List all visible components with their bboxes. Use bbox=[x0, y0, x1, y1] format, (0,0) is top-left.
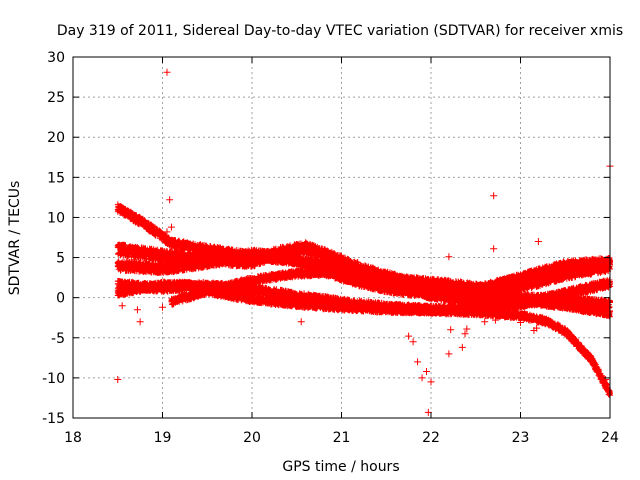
outlier-point bbox=[133, 306, 141, 314]
y-tick-label: -15 bbox=[42, 411, 65, 427]
outlier-point bbox=[463, 325, 471, 333]
outlier-point bbox=[491, 316, 499, 324]
outlier-point bbox=[461, 330, 469, 338]
outlier-point bbox=[427, 378, 435, 386]
outlier-point bbox=[167, 223, 175, 231]
outlier-point bbox=[418, 374, 426, 382]
x-tick-labels: 18 19 20 21 22 23 24 bbox=[64, 430, 619, 446]
x-tick-label: 22 bbox=[422, 430, 440, 446]
y-tick-label: 10 bbox=[47, 210, 65, 226]
x-axis-label: GPS time / hours bbox=[282, 459, 399, 475]
outlier-point bbox=[166, 196, 174, 204]
y-tick-label: -10 bbox=[42, 371, 65, 387]
outlier-point bbox=[335, 254, 343, 262]
data-band-markers bbox=[168, 265, 613, 320]
outlier-point bbox=[445, 253, 453, 261]
chart-title: Day 319 of 2011, Sidereal Day-to-day VTE… bbox=[57, 23, 623, 39]
x-tick-label: 20 bbox=[243, 430, 261, 446]
outlier-point bbox=[533, 324, 541, 332]
outlier-point bbox=[114, 375, 122, 383]
outlier-point bbox=[490, 245, 498, 253]
outlier-point bbox=[423, 367, 431, 375]
axis-ticks bbox=[72, 56, 611, 419]
outlier-point bbox=[517, 319, 524, 327]
outlier-point bbox=[163, 68, 171, 76]
outlier-point bbox=[602, 375, 610, 383]
x-tick-label: 21 bbox=[333, 430, 351, 446]
grid-lines bbox=[73, 57, 610, 418]
y-tick-label: 25 bbox=[47, 90, 65, 106]
y-tick-label: -5 bbox=[51, 331, 65, 347]
outlier-point bbox=[447, 326, 455, 334]
outlier-point bbox=[409, 338, 417, 346]
outlier-point bbox=[481, 318, 489, 326]
y-axis-label: SDTVAR / TECUs bbox=[7, 181, 23, 296]
x-tick-label: 24 bbox=[601, 430, 619, 446]
y-tick-label: 5 bbox=[56, 251, 65, 267]
outlier-point bbox=[458, 343, 466, 351]
x-tick-label: 23 bbox=[512, 430, 530, 446]
outlier-point bbox=[405, 332, 413, 340]
x-tick-label: 19 bbox=[154, 430, 172, 446]
data-band-markers bbox=[114, 278, 613, 399]
outlier-point bbox=[163, 228, 171, 236]
y-tick-label: 0 bbox=[56, 291, 65, 307]
outlier-point bbox=[159, 303, 166, 311]
y-tick-label: 30 bbox=[47, 50, 65, 66]
outlier-point bbox=[297, 318, 305, 326]
outlier-point bbox=[414, 358, 422, 366]
outlier-point bbox=[485, 306, 493, 314]
outlier-point bbox=[521, 311, 529, 319]
outlier-point bbox=[118, 302, 126, 310]
outlier-point bbox=[534, 238, 542, 246]
y-tick-label: 20 bbox=[47, 130, 65, 146]
data-band-4 bbox=[114, 278, 613, 399]
y-tick-labels: -15 -10 -5 0 5 10 15 20 25 30 bbox=[42, 50, 65, 427]
data-points bbox=[114, 68, 614, 416]
outlier-point bbox=[445, 350, 453, 358]
y-tick-label: 15 bbox=[47, 170, 65, 186]
outlier-point bbox=[136, 318, 144, 326]
outlier-point bbox=[490, 192, 498, 200]
data-band-5 bbox=[168, 265, 613, 320]
x-tick-label: 18 bbox=[64, 430, 82, 446]
